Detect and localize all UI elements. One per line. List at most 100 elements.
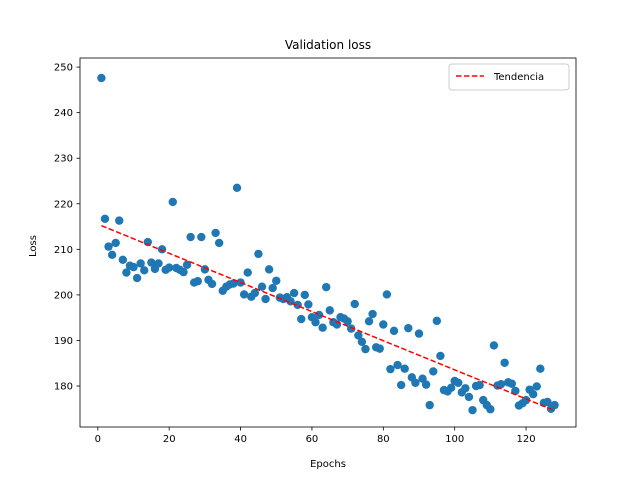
y-tick-label: 210 xyxy=(54,245,73,256)
data-point xyxy=(229,279,238,288)
y-tick-label: 230 xyxy=(54,154,73,165)
data-point xyxy=(300,290,310,300)
y-tick-label: 220 xyxy=(54,199,73,210)
data-point xyxy=(486,405,495,414)
x-tick-label: 100 xyxy=(445,434,464,445)
trend-line xyxy=(101,224,555,412)
data-point xyxy=(425,400,434,410)
data-point xyxy=(454,378,463,388)
data-point xyxy=(239,290,249,299)
data-point xyxy=(115,216,124,225)
data-point xyxy=(297,314,306,324)
data-point xyxy=(122,268,131,277)
data-point xyxy=(436,351,445,361)
data-point xyxy=(382,290,392,299)
data-point xyxy=(104,242,113,251)
x-tick-label: 40 xyxy=(234,434,247,445)
data-point xyxy=(389,326,399,336)
data-point xyxy=(400,364,409,373)
data-point xyxy=(154,259,163,268)
data-point xyxy=(304,300,313,309)
data-point xyxy=(118,255,128,265)
y-tick-label: 200 xyxy=(54,290,73,301)
data-point xyxy=(100,214,110,224)
data-point xyxy=(550,400,559,410)
x-axis-label: Epochs xyxy=(310,459,346,470)
data-point xyxy=(318,323,327,332)
data-point xyxy=(375,344,384,353)
data-point xyxy=(429,367,438,376)
x-tick-label: 20 xyxy=(163,434,176,445)
data-point xyxy=(243,268,252,277)
data-point xyxy=(543,397,552,407)
data-point xyxy=(368,309,377,319)
trend-line-layer xyxy=(101,224,555,412)
legend: Tendencia xyxy=(448,63,570,91)
data-point xyxy=(136,259,145,268)
y-axis-label: Loss xyxy=(28,235,39,257)
data-point xyxy=(361,344,370,354)
data-point xyxy=(396,380,406,390)
data-point xyxy=(404,323,413,333)
data-point xyxy=(182,260,192,270)
data-point xyxy=(232,183,242,193)
x-tick-label: 60 xyxy=(306,434,319,445)
data-point xyxy=(500,358,509,367)
data-point xyxy=(322,282,331,292)
data-point xyxy=(186,232,195,242)
data-point xyxy=(165,263,174,272)
data-point xyxy=(111,238,120,248)
legend-box xyxy=(448,63,570,91)
data-point xyxy=(393,360,402,370)
data-point xyxy=(411,378,420,388)
x-tick-label: 120 xyxy=(516,434,535,445)
data-point xyxy=(386,364,395,374)
data-point xyxy=(168,197,177,207)
data-point xyxy=(197,232,206,242)
data-point xyxy=(132,273,142,283)
data-point xyxy=(289,288,299,298)
data-point xyxy=(200,265,210,274)
data-point xyxy=(507,379,516,388)
axes: 0 20 40 60 80 100 120 180 190 200 210 220 230 240 250 xyxy=(54,57,577,445)
data-point xyxy=(364,317,374,326)
data-point xyxy=(475,380,484,390)
x-tick-label: 0 xyxy=(95,434,101,445)
data-point xyxy=(496,379,506,389)
data-point xyxy=(468,405,477,415)
data-point xyxy=(157,245,167,254)
x-tick-label: 80 xyxy=(377,434,390,445)
data-point xyxy=(207,279,217,289)
data-point xyxy=(211,228,220,238)
y-tick-label: 180 xyxy=(54,382,73,393)
data-point xyxy=(379,320,388,329)
data-point xyxy=(346,324,356,333)
data-point xyxy=(489,341,499,350)
data-point xyxy=(414,329,424,338)
data-point xyxy=(257,282,267,291)
legend-label-tendencia: Tendencia xyxy=(493,72,544,83)
data-point xyxy=(350,299,359,309)
data-point xyxy=(250,288,260,298)
data-point xyxy=(354,331,363,340)
data-point xyxy=(421,380,431,389)
y-tick-label: 250 xyxy=(54,63,73,74)
data-point xyxy=(532,382,541,391)
data-point xyxy=(254,249,263,259)
data-point xyxy=(129,262,138,272)
data-point xyxy=(536,364,545,373)
data-point xyxy=(521,395,531,405)
data-point xyxy=(461,384,470,393)
data-point xyxy=(97,73,106,83)
data-point xyxy=(107,250,117,259)
data-point xyxy=(357,337,367,347)
chart-title: Validation loss xyxy=(285,38,371,52)
data-point xyxy=(432,316,442,326)
y-tick-label: 240 xyxy=(54,108,73,119)
data-point xyxy=(140,266,149,275)
plot-frame xyxy=(79,57,577,428)
data-point xyxy=(446,383,456,393)
data-point xyxy=(311,318,320,327)
data-point xyxy=(261,294,270,304)
